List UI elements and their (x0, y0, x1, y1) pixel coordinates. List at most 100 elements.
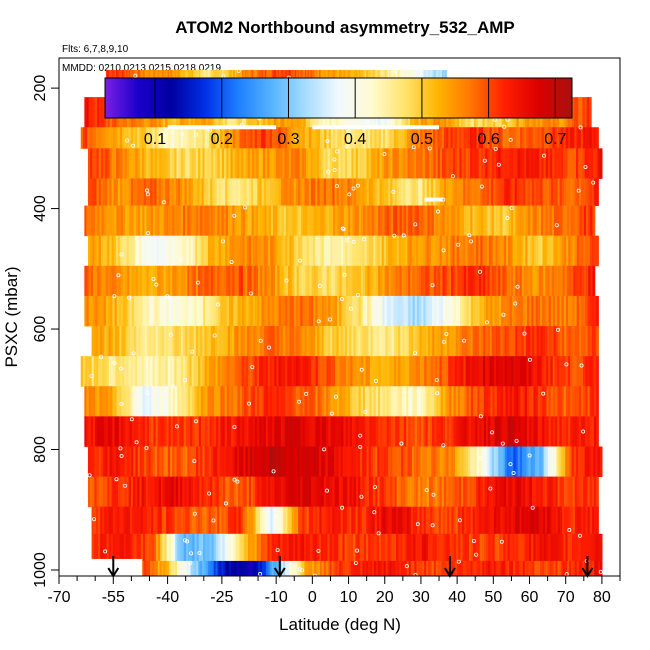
heatmap-cell (165, 356, 169, 387)
heatmap-cell (324, 295, 327, 327)
heatmap-cell (365, 205, 368, 237)
heatmap-cell (557, 506, 561, 535)
heatmap-cell (185, 127, 188, 149)
heatmap-cell (473, 533, 476, 562)
heatmap-cell (400, 533, 404, 562)
heatmap-cell (117, 476, 121, 508)
heatmap-cell (327, 326, 331, 357)
heatmap-cell (289, 506, 293, 535)
heatmap-cell (409, 127, 412, 149)
data-gap (167, 125, 277, 130)
heatmap-cell (379, 148, 383, 179)
heatmap-cell (118, 416, 122, 447)
heatmap-cell (370, 148, 374, 179)
heatmap-cell (585, 127, 589, 149)
heatmap-cell (238, 326, 242, 357)
heatmap-cell (371, 205, 375, 237)
heatmap-cell (104, 127, 108, 149)
heatmap-cell (434, 295, 437, 327)
heatmap-cell (478, 446, 482, 478)
heatmap-cell (423, 265, 426, 297)
heatmap-cell (258, 533, 262, 562)
sample-marker (431, 492, 436, 497)
sample-marker (579, 363, 584, 368)
heatmap-cell (596, 476, 599, 508)
heatmap-cell (190, 235, 194, 267)
heatmap-cell (343, 295, 347, 327)
sample-marker (484, 320, 489, 325)
heatmap-cell (480, 127, 484, 149)
heatmap-cell (376, 356, 380, 387)
heatmap-cell (154, 148, 158, 179)
heatmap-cell (299, 533, 303, 562)
heatmap-cell (173, 533, 176, 562)
heatmap-cell (311, 265, 315, 297)
heatmap-cell (582, 446, 586, 478)
heatmap-cell (396, 235, 400, 267)
heatmap-cell (426, 356, 430, 387)
heatmap-cell (240, 265, 244, 297)
heatmap-cell (246, 326, 250, 357)
heatmap-cell (526, 127, 530, 149)
heatmap-cell (197, 178, 201, 206)
heatmap-cell (86, 295, 90, 327)
heatmap-cell (327, 533, 331, 562)
heatmap-cell (322, 265, 326, 297)
heatmap-cell (560, 446, 564, 478)
heatmap-cell (513, 506, 516, 535)
heatmap-cell (148, 148, 152, 179)
heatmap-cell (410, 506, 414, 535)
heatmap-cell (215, 265, 218, 297)
heatmap-cell (188, 533, 191, 562)
heatmap-cell (141, 148, 145, 179)
heatmap-cell (589, 295, 593, 327)
heatmap-cell (550, 127, 554, 149)
heatmap-cell (401, 476, 404, 508)
heatmap-cell (403, 265, 407, 297)
heatmap-cell (562, 265, 566, 297)
heatmap-cell (343, 127, 347, 149)
heatmap-cell (139, 127, 143, 149)
heatmap-cell (545, 560, 549, 577)
heatmap-cell (514, 178, 518, 206)
heatmap-cell (367, 295, 370, 327)
heatmap-cell (490, 386, 494, 417)
heatmap-cell (364, 178, 368, 206)
sample-marker (89, 374, 94, 379)
heatmap-cell (163, 178, 166, 206)
heatmap-cell (144, 205, 148, 237)
heatmap-cell (167, 178, 171, 206)
heatmap-cell (99, 205, 103, 237)
heatmap-cell (259, 356, 262, 387)
heatmap-cell (563, 446, 566, 478)
heatmap-cell (483, 446, 486, 478)
heatmap-cell (359, 356, 362, 387)
heatmap-cell (594, 326, 597, 357)
heatmap-cell (232, 127, 236, 149)
heatmap-cell (473, 416, 476, 447)
heatmap-cell (401, 235, 404, 267)
heatmap-cell (569, 560, 572, 577)
heatmap-cell (433, 356, 436, 387)
heatmap-cell (475, 533, 479, 562)
heatmap-cell (89, 127, 93, 149)
heatmap-cell (448, 127, 452, 149)
heatmap-cell (295, 326, 299, 357)
heatmap-cell (435, 476, 439, 508)
heatmap-cell (146, 265, 150, 297)
heatmap-cell (410, 560, 414, 577)
heatmap-cell (297, 533, 301, 562)
heatmap-cell (384, 265, 388, 297)
heatmap-cell (404, 506, 408, 535)
heatmap-cell (139, 446, 143, 478)
heatmap-cell (517, 148, 521, 179)
heatmap-cell (314, 560, 317, 577)
heatmap-cell (114, 326, 118, 357)
heatmap-cell (153, 326, 157, 357)
heatmap-cell (338, 148, 342, 179)
heatmap-cell (460, 560, 464, 577)
heatmap-cell (144, 386, 148, 417)
heatmap-cell (468, 386, 472, 417)
heatmap-cell (160, 178, 164, 206)
x-tick-label: 40 (448, 589, 466, 606)
